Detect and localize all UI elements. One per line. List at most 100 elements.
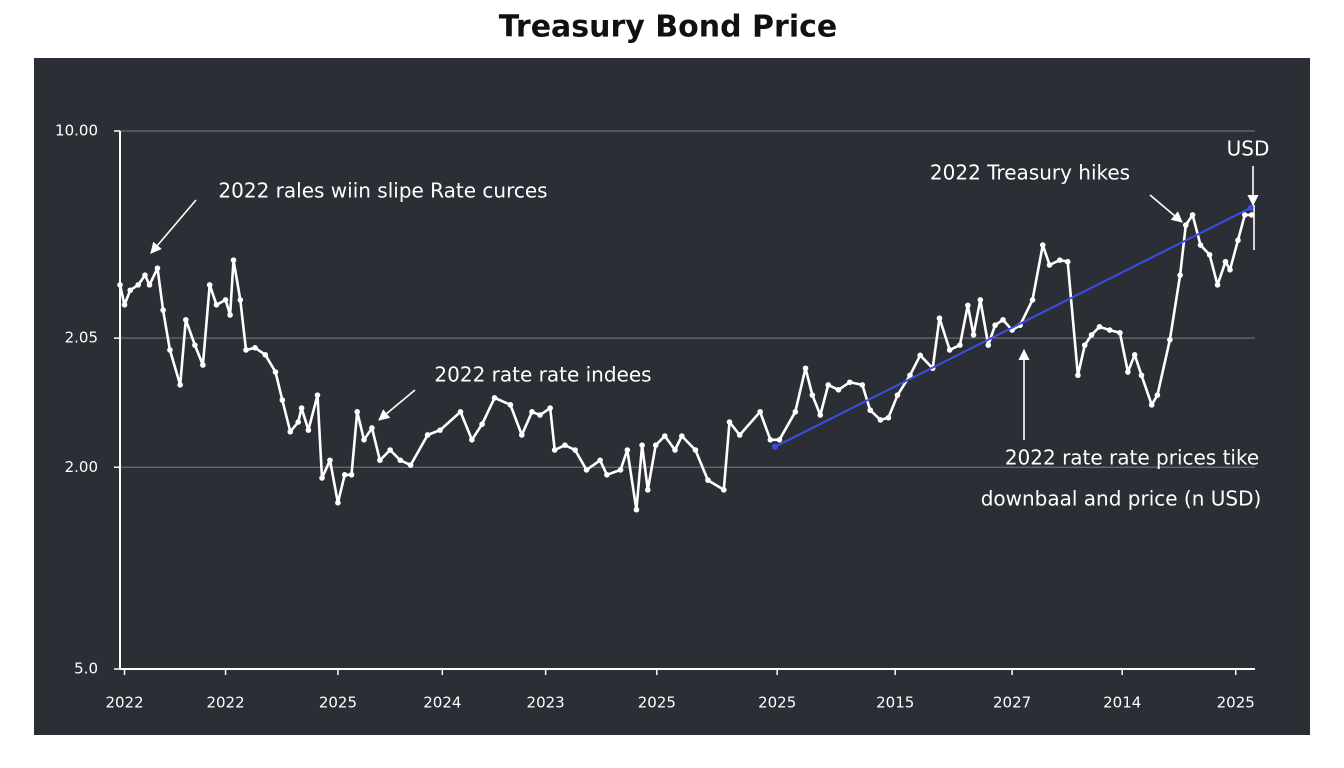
x-tick-label: 2025 — [1217, 694, 1255, 712]
data-point — [319, 475, 325, 481]
data-point — [562, 442, 568, 448]
x-tick-label: 2022 — [105, 694, 143, 712]
data-point — [736, 432, 743, 438]
x-tick-label: 2024 — [423, 694, 461, 712]
x-tick-label: 2027 — [993, 694, 1031, 712]
data-point — [885, 414, 892, 421]
data-point — [167, 347, 173, 353]
data-point — [117, 282, 123, 288]
data-point — [1154, 392, 1161, 398]
data-point — [424, 432, 431, 438]
data-point — [243, 347, 249, 353]
data-point — [222, 297, 229, 303]
data-point — [672, 447, 678, 453]
data-point — [177, 382, 183, 388]
data-point — [985, 342, 992, 348]
data-point — [547, 405, 553, 411]
data-point — [1064, 258, 1071, 265]
data-point — [1248, 212, 1255, 218]
arrow — [150, 199, 197, 254]
x-tick-label: 2014 — [1103, 694, 1141, 712]
annotation-arrows — [150, 166, 1259, 440]
data-point — [252, 345, 258, 351]
data-point — [597, 457, 603, 464]
x-tick-label: 2015 — [876, 694, 914, 712]
arrow — [378, 389, 416, 421]
data-point — [1177, 272, 1183, 278]
y-tick-label: 5.0 — [74, 660, 98, 678]
data-point — [776, 437, 783, 443]
annotation: 2022 rate rate prices tike — [1005, 446, 1259, 470]
data-point — [802, 365, 809, 372]
data-point — [387, 447, 393, 453]
data-point — [877, 417, 884, 423]
data-point — [397, 457, 404, 464]
data-point — [369, 425, 375, 431]
plot-panel — [34, 58, 1310, 735]
annotation: 2022 Treasury hikes — [930, 161, 1130, 185]
data-point — [206, 282, 213, 288]
data-point — [679, 433, 685, 439]
data-point — [407, 462, 414, 468]
data-point — [348, 471, 355, 478]
data-point — [1235, 237, 1241, 244]
annotation: 2022 rales wiin slipe Rate curces — [218, 179, 547, 203]
data-point — [287, 428, 294, 435]
data-point — [1125, 369, 1131, 375]
data-point — [692, 447, 699, 453]
chart-title: Treasury Bond Price — [499, 10, 838, 45]
data-point — [1081, 342, 1088, 348]
x-tick-label: 2022 — [206, 694, 244, 712]
data-point — [817, 412, 824, 418]
data-point — [847, 379, 853, 386]
data-point — [1039, 242, 1046, 248]
data-point — [146, 282, 153, 288]
annotation: downbaal and price (n USD) — [981, 487, 1262, 511]
data-point — [1167, 336, 1173, 343]
data-point — [127, 287, 134, 294]
data-point — [457, 409, 464, 415]
data-point — [121, 301, 128, 308]
data-point — [354, 409, 361, 415]
data-point — [335, 499, 341, 506]
data-point — [835, 386, 842, 393]
data-point — [970, 332, 977, 338]
x-tick-label: 2025 — [758, 694, 796, 712]
data-point — [537, 412, 543, 418]
data-point — [1096, 324, 1103, 330]
data-point — [518, 432, 525, 438]
data-point — [946, 347, 953, 353]
data-point — [572, 447, 578, 453]
data-point — [1241, 212, 1248, 218]
data-point — [529, 409, 535, 415]
data-point — [227, 312, 233, 318]
data-point — [491, 395, 498, 401]
data-point — [314, 392, 321, 398]
data-point — [469, 437, 475, 443]
data-point — [917, 352, 923, 359]
data-point — [341, 471, 348, 478]
data-point — [1056, 257, 1063, 263]
data-point — [230, 257, 237, 263]
data-point — [936, 315, 943, 322]
data-point — [867, 407, 874, 414]
data-point — [809, 392, 816, 398]
data-point — [767, 437, 774, 443]
data-point — [237, 297, 244, 303]
data-point — [327, 457, 333, 464]
data-point — [965, 302, 971, 309]
x-tick-label: 2025 — [638, 694, 676, 712]
data-point — [662, 433, 668, 439]
data-point — [894, 392, 901, 398]
data-point — [1138, 372, 1145, 379]
data-point — [142, 272, 148, 278]
data-point — [213, 301, 220, 308]
data-point — [757, 409, 763, 415]
data-point — [957, 342, 963, 348]
data-point — [1197, 242, 1204, 248]
data-point — [624, 447, 631, 453]
data-point — [825, 382, 832, 388]
data-point — [154, 265, 161, 271]
